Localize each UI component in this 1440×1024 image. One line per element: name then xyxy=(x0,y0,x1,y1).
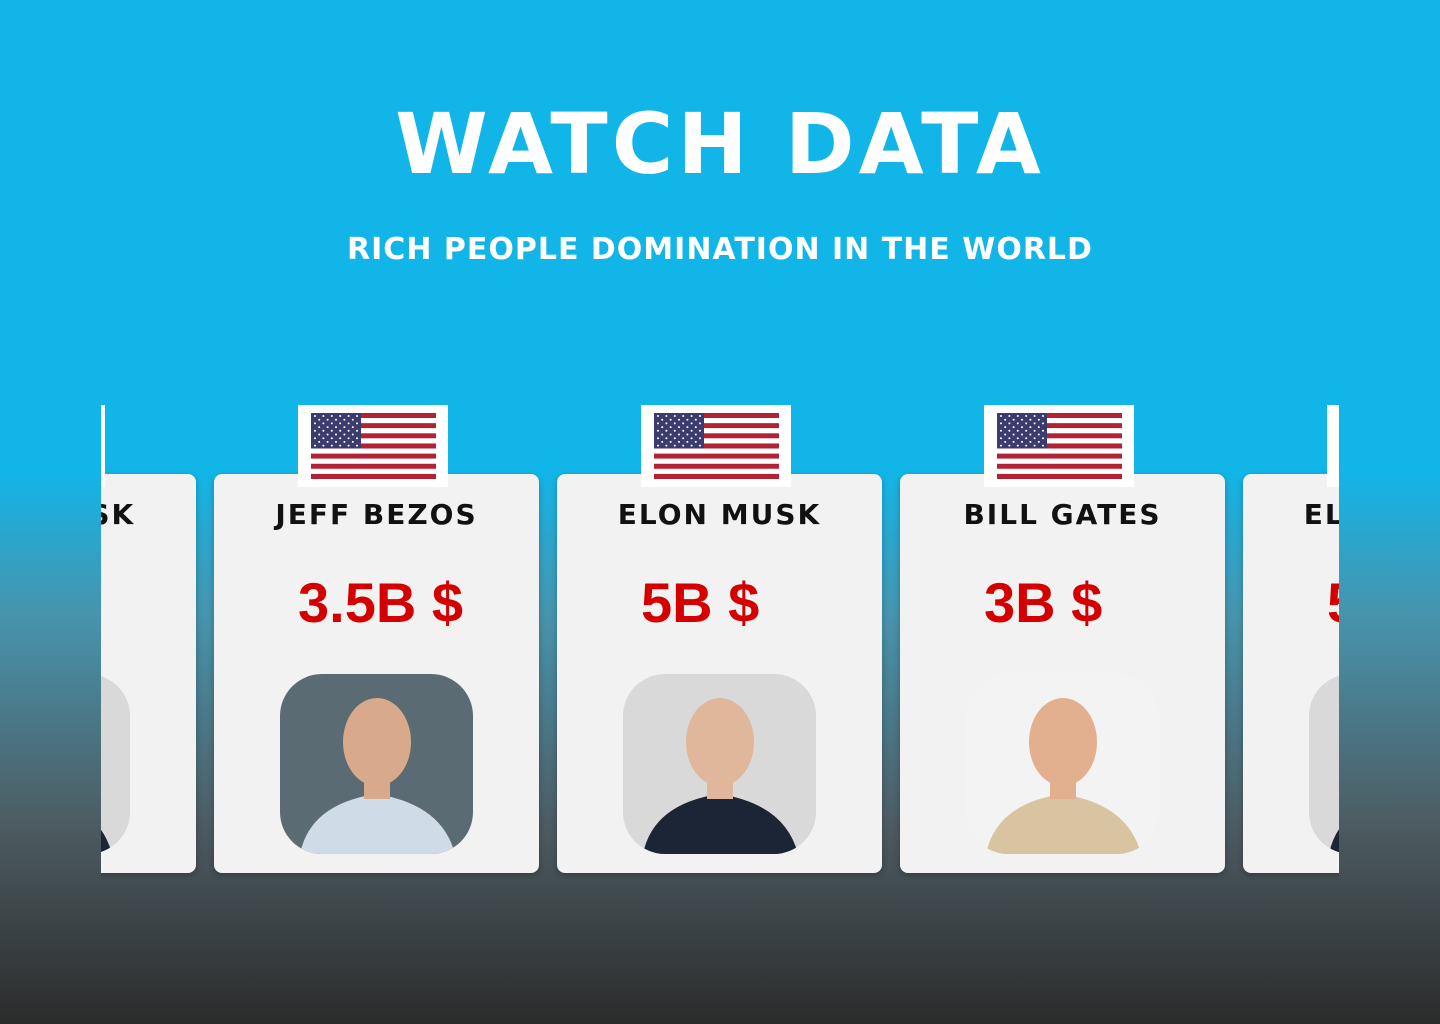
person-photo xyxy=(280,674,473,854)
person-card: ELON MUSK 5B $ xyxy=(1243,474,1339,873)
person-name: BILL GATES xyxy=(963,498,1162,531)
portrait xyxy=(280,674,473,854)
title: WATCH DATA xyxy=(395,95,1045,193)
person-photo xyxy=(1309,674,1339,854)
us-flag xyxy=(311,413,436,479)
person-name: ELON MUSK xyxy=(101,498,136,531)
portrait xyxy=(101,674,130,854)
us-flag xyxy=(654,413,779,479)
carousel: ELON MUSK 5B $ JEFF BEZOS 3.5B $ ELON MUSK… xyxy=(101,405,1339,885)
net-worth: 3.5B $ xyxy=(298,571,463,634)
flag-tab xyxy=(984,405,1134,487)
flag-tab xyxy=(101,405,105,487)
person-name: ELON MUSK xyxy=(1303,498,1339,531)
net-worth: 3B $ xyxy=(984,571,1103,634)
net-worth: 5B $ xyxy=(1327,570,1339,635)
net-worth: 5B $ xyxy=(641,571,760,634)
portrait xyxy=(623,674,816,854)
person-name: ELON MUSK xyxy=(617,498,822,531)
us-flag xyxy=(997,413,1122,479)
flag-tab xyxy=(298,405,448,487)
person-photo xyxy=(623,674,816,854)
person-name: JEFF BEZOS xyxy=(275,498,478,531)
person-photo xyxy=(101,674,130,854)
person-photo xyxy=(966,674,1159,854)
person-card: JEFF BEZOS 3.5B $ xyxy=(214,474,539,873)
portrait xyxy=(1309,674,1339,854)
flag-tab xyxy=(641,405,791,487)
subtitle: RICH PEOPLE DOMINATION IN THE WORLD xyxy=(347,232,1093,267)
person-card: ELON MUSK 5B $ xyxy=(557,474,882,873)
portrait xyxy=(966,674,1159,854)
flag-tab xyxy=(1327,405,1339,487)
person-card: BILL GATES 3B $ xyxy=(900,474,1225,873)
